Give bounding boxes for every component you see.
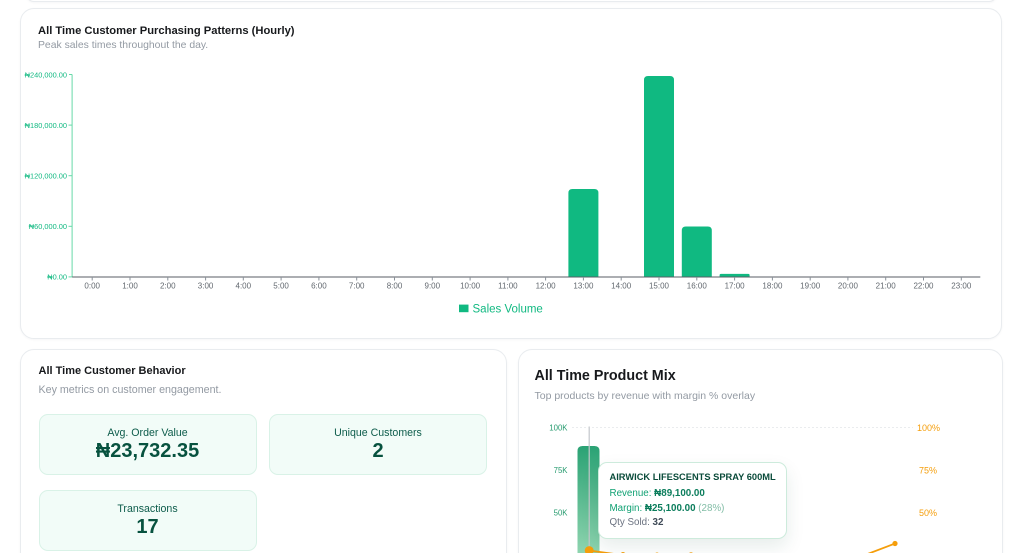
svg-text:15:00: 15:00 (649, 281, 670, 290)
svg-text:75%: 75% (919, 465, 937, 475)
svg-text:20:00: 20:00 (838, 281, 859, 290)
svg-text:100%: 100% (917, 423, 940, 433)
svg-text:23:00: 23:00 (951, 281, 972, 290)
svg-text:₦60,000.00: ₦60,000.00 (29, 222, 67, 231)
svg-text:₦240,000.00: ₦240,000.00 (25, 70, 67, 79)
svg-text:4:00: 4:00 (236, 281, 252, 290)
svg-text:₦180,000.00: ₦180,000.00 (25, 121, 67, 130)
svg-text:22:00: 22:00 (913, 281, 934, 290)
svg-text:100K: 100K (549, 423, 568, 432)
svg-text:5:00: 5:00 (273, 281, 289, 290)
svg-text:6:00: 6:00 (311, 281, 327, 290)
svg-text:7:00: 7:00 (349, 281, 365, 290)
svg-text:0:00: 0:00 (84, 281, 100, 290)
svg-text:₦120,000.00: ₦120,000.00 (25, 172, 67, 181)
svg-text:12:00: 12:00 (536, 281, 557, 290)
svg-text:13:00: 13:00 (573, 281, 594, 290)
svg-text:11:00: 11:00 (498, 281, 518, 290)
svg-text:21:00: 21:00 (876, 281, 897, 290)
svg-text:75K: 75K (554, 466, 569, 475)
svg-text:2:00: 2:00 (160, 281, 176, 290)
svg-text:3:00: 3:00 (198, 281, 214, 290)
svg-text:1:00: 1:00 (122, 281, 138, 290)
svg-text:9:00: 9:00 (425, 281, 441, 290)
svg-text:50%: 50% (919, 508, 937, 518)
svg-text:16:00: 16:00 (687, 281, 708, 290)
svg-text:₦0.00: ₦0.00 (47, 273, 67, 282)
svg-text:17:00: 17:00 (725, 281, 746, 290)
svg-text:50K: 50K (554, 508, 569, 517)
svg-text:14:00: 14:00 (611, 281, 632, 290)
svg-text:18:00: 18:00 (762, 281, 783, 290)
svg-text:8:00: 8:00 (387, 281, 403, 290)
svg-text:Sales Volume: Sales Volume (473, 303, 543, 315)
svg-text:10:00: 10:00 (460, 281, 481, 290)
svg-text:19:00: 19:00 (800, 281, 821, 290)
